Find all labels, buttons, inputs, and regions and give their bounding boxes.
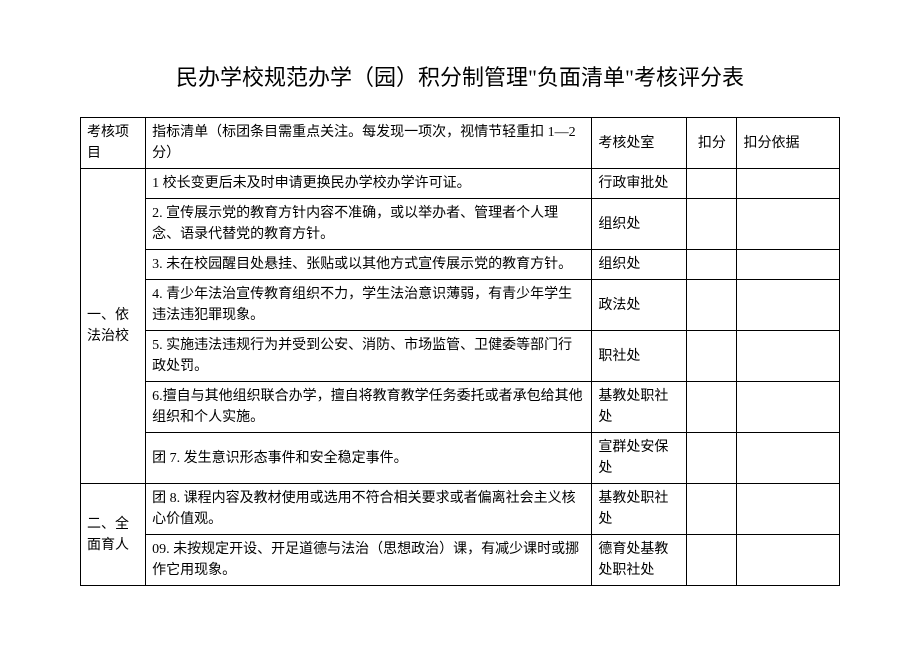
table-row: 5. 实施违法违规行为并受到公安、消防、市场监管、卫健委等部门行政处罚。 职社处	[81, 331, 840, 382]
score-cell	[687, 331, 737, 382]
page-title: 民办学校规范办学（园）积分制管理"负面清单"考核评分表	[80, 60, 840, 92]
dept-cell: 政法处	[592, 280, 687, 331]
score-cell	[687, 280, 737, 331]
basis-cell	[737, 169, 840, 199]
item-cell: 团 7. 发生意识形态事件和安全稳定事件。	[146, 433, 592, 484]
category-cell: 一、依法治校	[81, 169, 146, 484]
dept-cell: 组织处	[592, 250, 687, 280]
table-row: 一、依法治校 1 校长变更后未及时申请更换民办学校办学许可证。 行政审批处	[81, 169, 840, 199]
table-row: 3. 未在校园醒目处悬挂、张贴或以其他方式宣传展示党的教育方针。 组织处	[81, 250, 840, 280]
item-cell: 1 校长变更后未及时申请更换民办学校办学许可证。	[146, 169, 592, 199]
item-cell: 5. 实施违法违规行为并受到公安、消防、市场监管、卫健委等部门行政处罚。	[146, 331, 592, 382]
basis-cell	[737, 280, 840, 331]
item-cell: 3. 未在校园醒目处悬挂、张贴或以其他方式宣传展示党的教育方针。	[146, 250, 592, 280]
score-cell	[687, 199, 737, 250]
dept-cell: 职社处	[592, 331, 687, 382]
header-item: 指标清单（标团条目需重点关注。每发现一项次，视情节轻重扣 1—2 分）	[146, 118, 592, 169]
score-cell	[687, 484, 737, 535]
table-row: 4. 青少年法治宣传教育组织不力，学生法治意识薄弱，有青少年学生违法违犯罪现象。…	[81, 280, 840, 331]
basis-cell	[737, 382, 840, 433]
table-row: 2. 宣传展示党的教育方针内容不准确，或以举办者、管理者个人理念、语录代替党的教…	[81, 199, 840, 250]
header-category: 考核项目	[81, 118, 146, 169]
score-cell	[687, 250, 737, 280]
basis-cell	[737, 484, 840, 535]
dept-cell: 宣群处安保处	[592, 433, 687, 484]
dept-cell: 基教处职社处	[592, 484, 687, 535]
dept-cell: 基教处职社处	[592, 382, 687, 433]
dept-cell: 行政审批处	[592, 169, 687, 199]
category-cell: 二、全面育人	[81, 484, 146, 586]
dept-cell: 组织处	[592, 199, 687, 250]
header-basis: 扣分依据	[737, 118, 840, 169]
item-cell: 2. 宣传展示党的教育方针内容不准确，或以举办者、管理者个人理念、语录代替党的教…	[146, 199, 592, 250]
table-header-row: 考核项目 指标清单（标团条目需重点关注。每发现一项次，视情节轻重扣 1—2 分）…	[81, 118, 840, 169]
item-cell: 6.擅自与其他组织联合办学，擅自将教育教学任务委托或者承包给其他组织和个人实施。	[146, 382, 592, 433]
dept-cell: 德育处基教处职社处	[592, 535, 687, 586]
assessment-table: 考核项目 指标清单（标团条目需重点关注。每发现一项次，视情节轻重扣 1—2 分）…	[80, 117, 840, 586]
table-row: 09. 未按规定开设、开足道德与法治（思想政治）课，有减少课时或挪作它用现象。 …	[81, 535, 840, 586]
header-dept: 考核处室	[592, 118, 687, 169]
basis-cell	[737, 199, 840, 250]
basis-cell	[737, 250, 840, 280]
score-cell	[687, 535, 737, 586]
table-row: 二、全面育人 团 8. 课程内容及教材使用或选用不符合相关要求或者偏离社会主义核…	[81, 484, 840, 535]
item-cell: 团 8. 课程内容及教材使用或选用不符合相关要求或者偏离社会主义核心价值观。	[146, 484, 592, 535]
table-row: 6.擅自与其他组织联合办学，擅自将教育教学任务委托或者承包给其他组织和个人实施。…	[81, 382, 840, 433]
basis-cell	[737, 535, 840, 586]
table-row: 团 7. 发生意识形态事件和安全稳定事件。 宣群处安保处	[81, 433, 840, 484]
item-cell: 4. 青少年法治宣传教育组织不力，学生法治意识薄弱，有青少年学生违法违犯罪现象。	[146, 280, 592, 331]
basis-cell	[737, 433, 840, 484]
basis-cell	[737, 331, 840, 382]
score-cell	[687, 433, 737, 484]
score-cell	[687, 382, 737, 433]
item-cell: 09. 未按规定开设、开足道德与法治（思想政治）课，有减少课时或挪作它用现象。	[146, 535, 592, 586]
header-score: 扣分	[687, 118, 737, 169]
score-cell	[687, 169, 737, 199]
